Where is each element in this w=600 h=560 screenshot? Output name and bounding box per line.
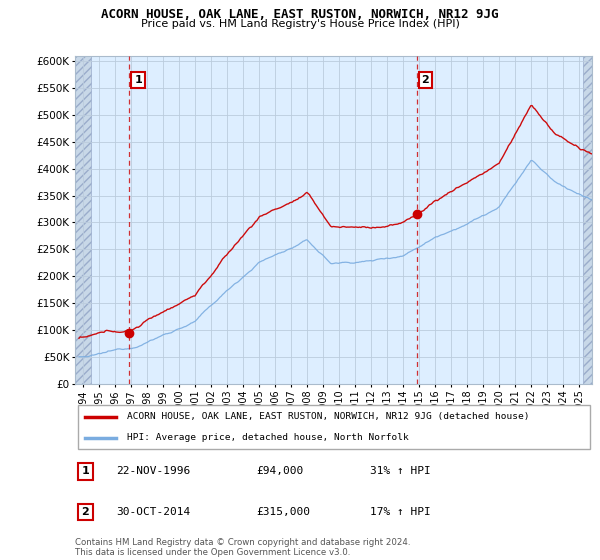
Bar [75, 56, 91, 384]
Text: 1: 1 [134, 75, 142, 85]
Text: ACORN HOUSE, OAK LANE, EAST RUSTON, NORWICH, NR12 9JG: ACORN HOUSE, OAK LANE, EAST RUSTON, NORW… [101, 8, 499, 21]
Text: Contains HM Land Registry data © Crown copyright and database right 2024.
This d: Contains HM Land Registry data © Crown c… [75, 538, 410, 557]
FancyBboxPatch shape [77, 405, 590, 449]
Text: Price paid vs. HM Land Registry's House Price Index (HPI): Price paid vs. HM Land Registry's House … [140, 19, 460, 29]
Text: 17% ↑ HPI: 17% ↑ HPI [370, 507, 431, 517]
Text: 2: 2 [82, 507, 89, 517]
Text: ACORN HOUSE, OAK LANE, EAST RUSTON, NORWICH, NR12 9JG (detached house): ACORN HOUSE, OAK LANE, EAST RUSTON, NORW… [127, 412, 529, 421]
Text: £94,000: £94,000 [256, 466, 303, 477]
Bar [583, 56, 592, 384]
Text: 2: 2 [421, 75, 429, 85]
Text: HPI: Average price, detached house, North Norfolk: HPI: Average price, detached house, Nort… [127, 433, 409, 442]
Text: 22-NOV-1996: 22-NOV-1996 [116, 466, 191, 477]
Text: 31% ↑ HPI: 31% ↑ HPI [370, 466, 431, 477]
Text: 30-OCT-2014: 30-OCT-2014 [116, 507, 191, 517]
Text: 1: 1 [82, 466, 89, 477]
Text: £315,000: £315,000 [256, 507, 310, 517]
